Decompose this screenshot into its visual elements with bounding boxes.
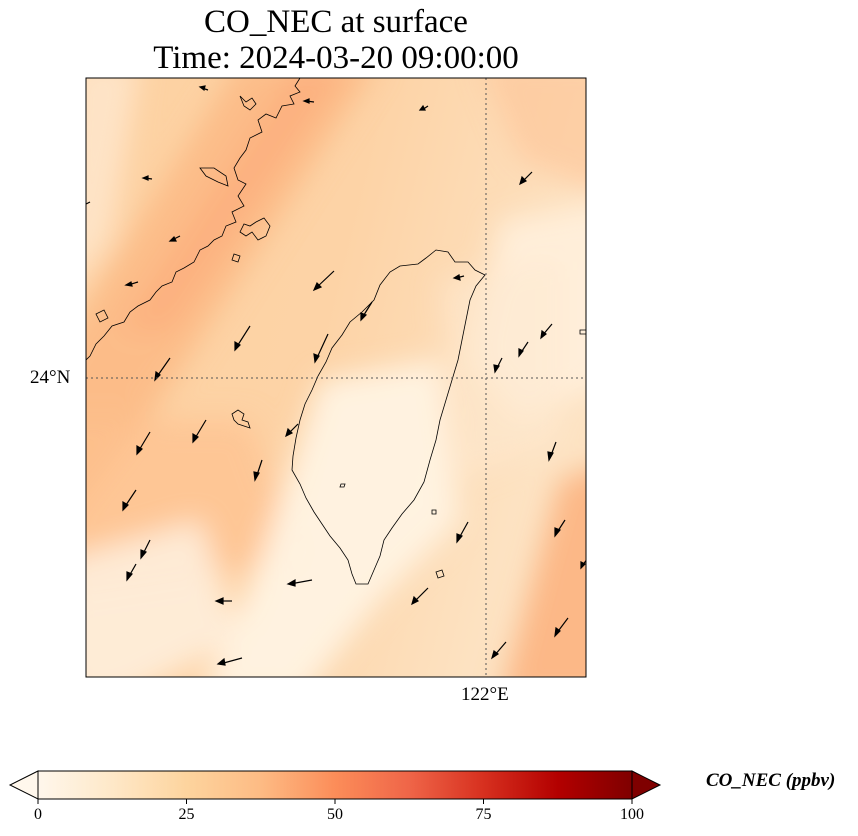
colorbar-tick-label: 100 <box>620 806 644 823</box>
wind-arrow <box>302 98 315 104</box>
wind-arrow <box>198 85 209 92</box>
wind-arrow <box>313 333 329 364</box>
wind-arrow <box>540 323 553 340</box>
wind-arrow <box>234 325 251 352</box>
wind-arrow <box>452 274 465 281</box>
wind-arrow <box>580 559 586 570</box>
concentration-field <box>86 78 586 677</box>
wind-arrow <box>519 171 533 186</box>
wind-arrow <box>168 235 181 242</box>
wind-arrow <box>141 175 153 181</box>
wind-arrow <box>547 441 557 462</box>
taiwan-coastline <box>291 249 486 585</box>
wind-arrow <box>518 341 529 358</box>
wind-arrow <box>214 597 232 605</box>
china-coastline <box>86 78 301 361</box>
wind-arrow <box>554 617 569 638</box>
map-title-variable: CO_NEC at surface <box>204 4 468 40</box>
lat-tick-label: 24°N <box>30 367 71 388</box>
penghu-coastline <box>231 409 251 429</box>
colorbar <box>8 770 662 804</box>
wind-arrow <box>192 419 207 444</box>
wind-arrow <box>411 587 429 606</box>
colorbar-tick-label: 25 <box>178 806 195 823</box>
wind-arrow <box>124 281 139 287</box>
wind-arrow <box>253 459 263 482</box>
wind-arrow <box>418 104 429 111</box>
lon-tick-label: 122°E <box>461 684 509 705</box>
wind-arrow <box>140 539 151 560</box>
gridlines <box>86 78 586 677</box>
wind-arrow <box>493 357 503 374</box>
colorbar-extend-min <box>8 770 39 800</box>
map-frame <box>85 77 587 678</box>
wind-arrow <box>554 519 566 538</box>
colorbar-tick-label: 0 <box>34 806 42 823</box>
wind-arrow <box>285 423 299 438</box>
wind-arrow <box>126 563 137 582</box>
wind-vectors <box>86 85 586 666</box>
wind-arrow <box>490 641 507 660</box>
map-title-time: Time: 2024-03-20 09:00:00 <box>153 40 519 76</box>
colorbar-title: CO_NEC (ppbv) <box>706 770 836 791</box>
coastlines <box>86 78 586 585</box>
wind-arrow <box>136 431 151 456</box>
wind-arrow <box>286 578 313 587</box>
colorbar-gradient <box>38 771 632 799</box>
wind-arrow <box>122 489 137 512</box>
wind-arrow <box>456 521 469 544</box>
colorbar-tick-label: 75 <box>475 806 492 823</box>
wind-arrow <box>360 301 373 322</box>
wind-arrow <box>86 201 91 205</box>
wind-arrow <box>216 657 243 666</box>
wind-arrow <box>312 270 335 292</box>
colorbar-extend-max <box>631 770 662 800</box>
colorbar-tick-label: 50 <box>327 806 343 823</box>
